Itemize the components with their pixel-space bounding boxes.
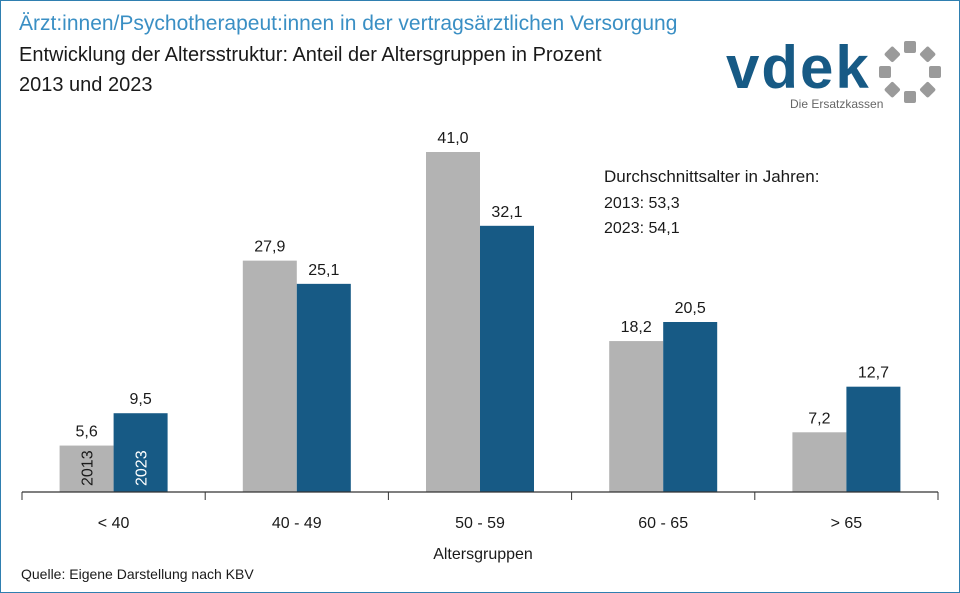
- logo-tagline: Die Ersatzkassen: [790, 97, 883, 111]
- bar-2013: [426, 152, 480, 492]
- series-label-2013: 2013: [80, 450, 97, 486]
- chart-years: 2013 und 2023: [19, 74, 153, 96]
- logo-wordmark: vdek: [726, 36, 871, 101]
- chart-title: Ärzt:innen/Psychotherapeut:innen in der …: [19, 12, 678, 35]
- bar-2023: [846, 386, 901, 492]
- x-tick-label: 50 - 59: [455, 515, 505, 532]
- bar-2023: [296, 283, 351, 492]
- bar-2013: [242, 260, 297, 492]
- bar-2013: [59, 445, 114, 492]
- bar-2013: [609, 341, 664, 492]
- data-label: 32,1: [491, 204, 522, 221]
- x-tick-label: 60 - 65: [638, 515, 688, 532]
- bar-2023: [663, 322, 718, 492]
- data-label: 41,0: [437, 130, 468, 147]
- x-axis-label: Altersgruppen: [433, 546, 533, 563]
- annotation-heading: Durchschnittsalter in Jahren:: [604, 167, 819, 186]
- data-label: 5,6: [75, 424, 97, 441]
- data-label: 7,2: [808, 410, 830, 427]
- data-label: 12,7: [858, 365, 889, 382]
- bar-2013: [792, 432, 847, 492]
- data-label: 18,2: [621, 319, 652, 336]
- x-tick-label: 40 - 49: [272, 515, 322, 532]
- source-note: Quelle: Eigene Darstellung nach KBV: [21, 566, 254, 582]
- annotation-2023: 2023: 54,1: [604, 220, 680, 237]
- vdek-logo: vdek Die Ersatzkassen: [726, 36, 941, 111]
- annotation-2013: 2013: 53,3: [604, 195, 680, 212]
- bar-2023: [113, 413, 168, 492]
- data-label: 27,9: [254, 239, 285, 256]
- x-tick-label: > 65: [831, 515, 863, 532]
- data-label: 9,5: [129, 391, 151, 408]
- data-label: 25,1: [308, 262, 339, 279]
- vdek-ring-logo-icon: [879, 41, 941, 103]
- chart-subtitle: Entwicklung der Altersstruktur: Anteil d…: [19, 44, 602, 66]
- bar-2023: [480, 225, 534, 492]
- x-tick-label: < 40: [98, 515, 130, 532]
- data-label: 20,5: [675, 300, 706, 317]
- series-label-2023: 2023: [134, 450, 151, 486]
